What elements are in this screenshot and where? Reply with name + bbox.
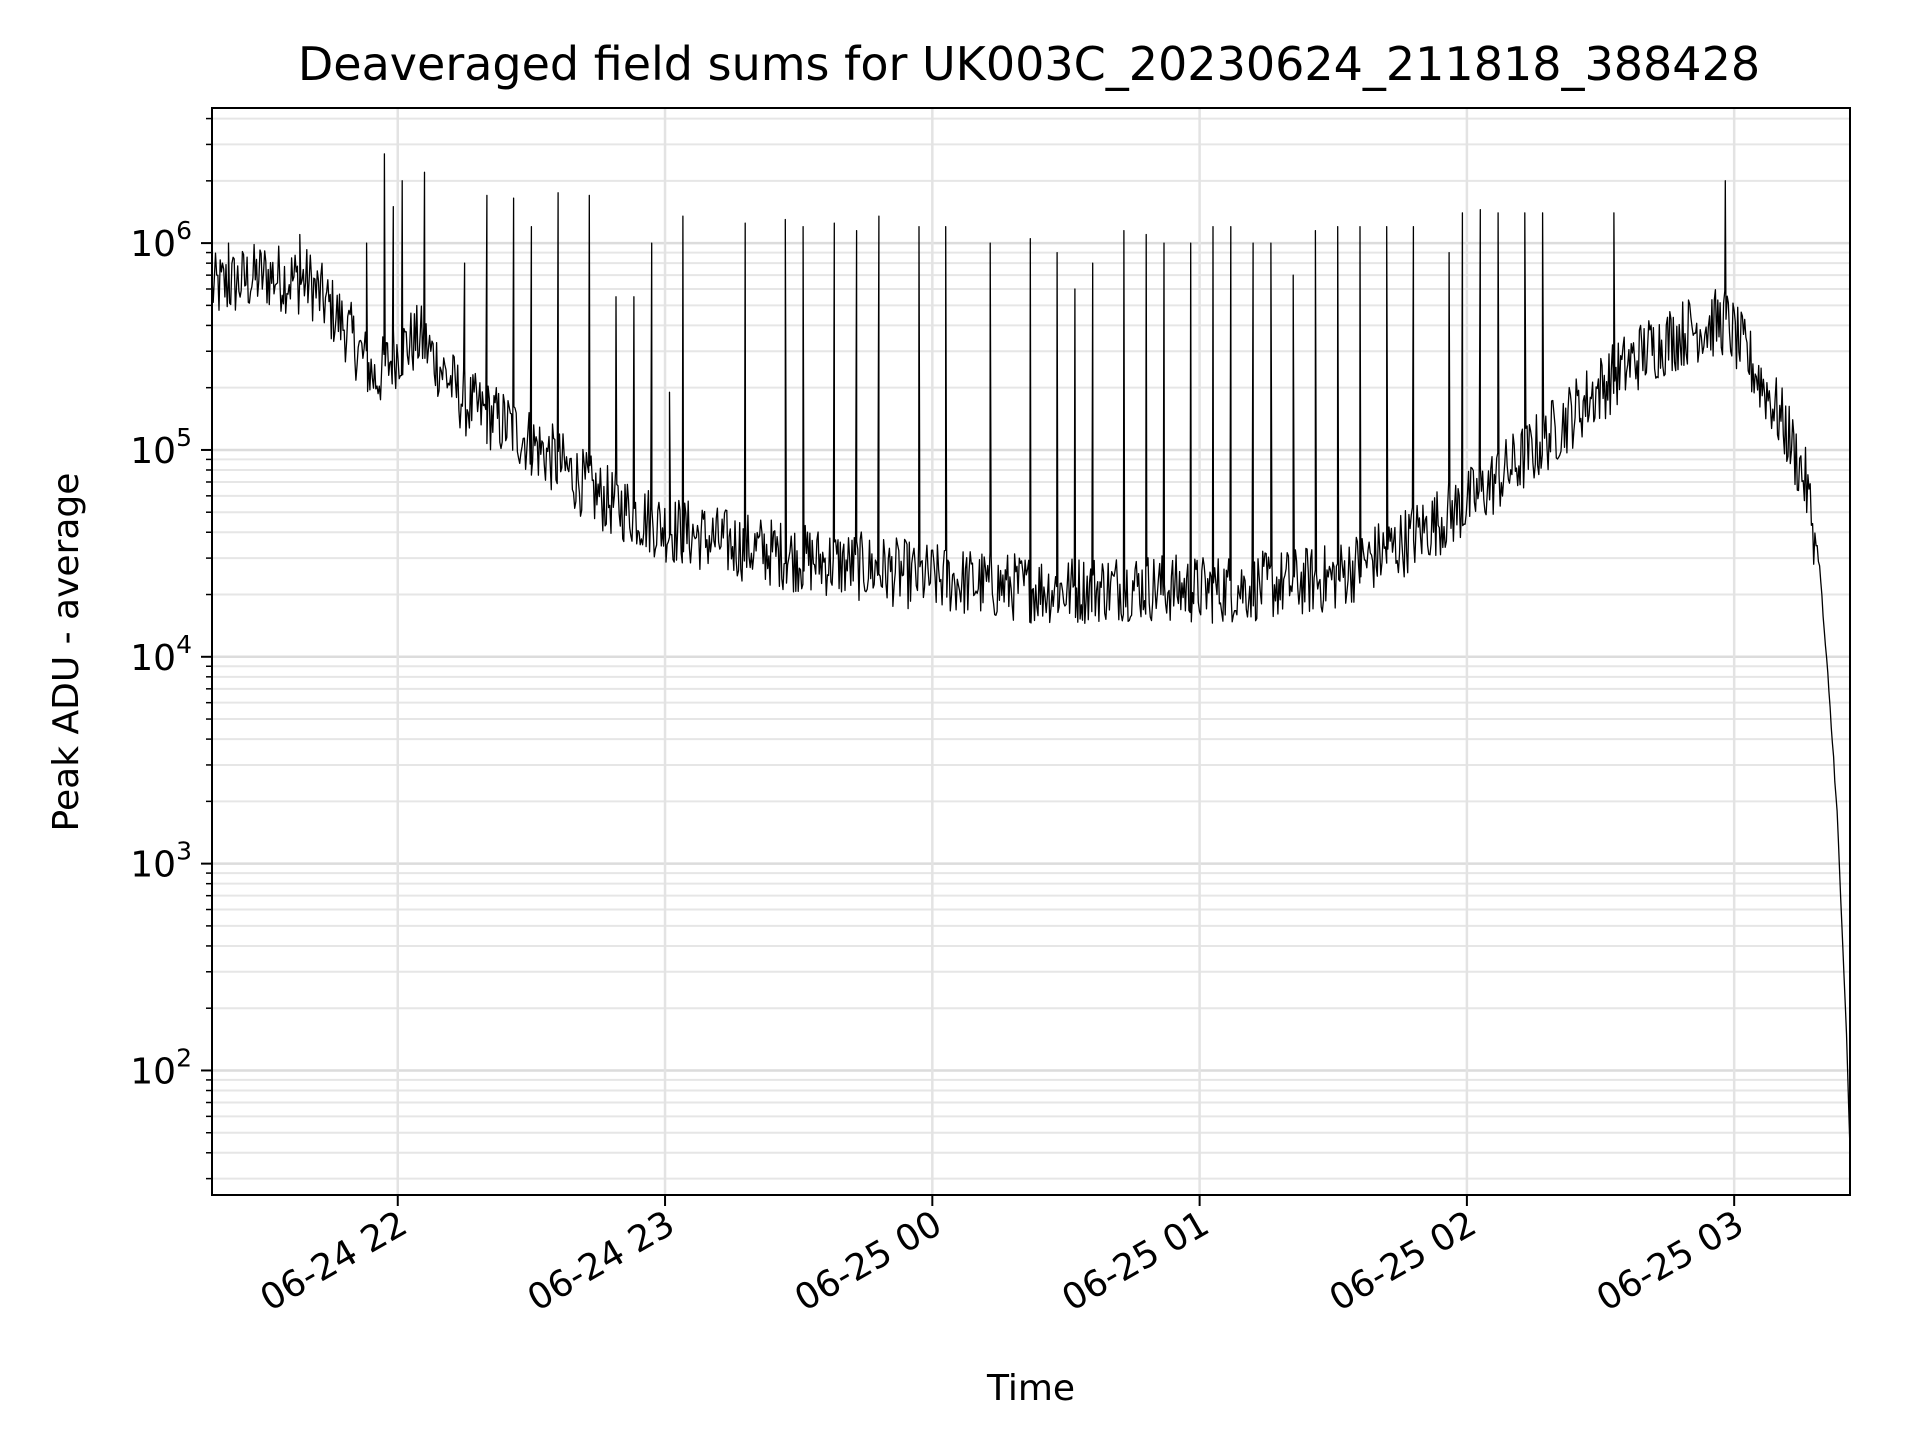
chart-title: Deaveraged field sums for UK003C_2023062… [298, 37, 1760, 91]
grid-lines [212, 108, 1850, 1195]
y-tick-label: 104 [130, 630, 192, 679]
y-axis: 102 103 104 105 106 [130, 117, 212, 1180]
y-tick-label: 102 [130, 1043, 192, 1092]
series-line [211, 153, 1851, 1150]
y-tick-label: 103 [130, 837, 192, 886]
y-tick-label: 106 [130, 216, 192, 265]
x-axis-label: Time [986, 1368, 1075, 1409]
series-group [211, 153, 1851, 1150]
y-tick-label: 105 [130, 423, 192, 472]
plot-frame [211, 107, 1851, 1196]
y-axis-label: Peak ADU - average [46, 473, 87, 832]
